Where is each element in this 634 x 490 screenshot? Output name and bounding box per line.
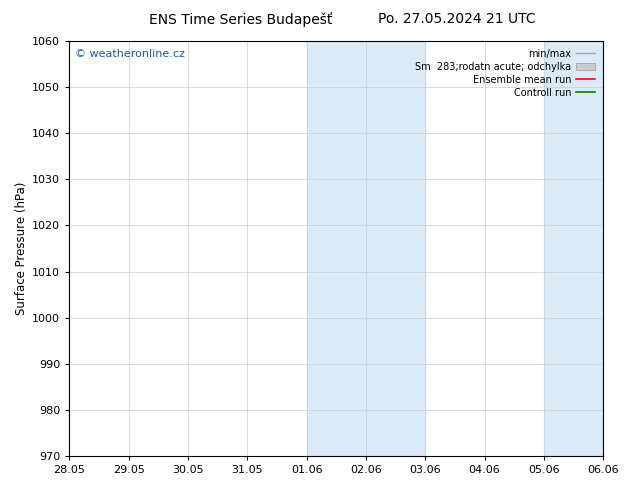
Y-axis label: Surface Pressure (hPa): Surface Pressure (hPa)	[15, 182, 28, 315]
Text: Po. 27.05.2024 21 UTC: Po. 27.05.2024 21 UTC	[378, 12, 535, 26]
Bar	[544, 41, 603, 456]
Legend: min/max, Sm  283;rodatn acute; odchylka, Ensemble mean run, Controll run: min/max, Sm 283;rodatn acute; odchylka, …	[412, 46, 598, 100]
Bar	[307, 41, 425, 456]
Text: ENS Time Series Budapešť: ENS Time Series Budapešť	[149, 12, 333, 27]
Text: © weatheronline.cz: © weatheronline.cz	[75, 49, 184, 59]
